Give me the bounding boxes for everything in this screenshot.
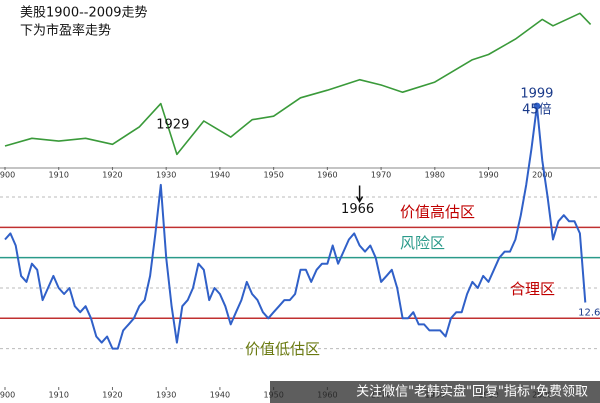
zone-label: 价值低估区 (245, 340, 320, 358)
x-tick-label: 1900 (0, 391, 15, 400)
series-line (4, 105, 587, 350)
x-tick-label: 1950 (263, 171, 283, 180)
x-tick-label: 1930 (156, 171, 176, 180)
x-tick-label: 2000 (532, 171, 552, 180)
chart-title: 美股1900--2009走势 (20, 5, 148, 21)
annotation: 1999 (520, 87, 553, 102)
watermark-band (270, 381, 600, 403)
annotation: 45倍 (522, 103, 552, 118)
x-tick-label: 1990 (478, 171, 498, 180)
watermark: 关注微信"老韩实盘"回复"指标"免费领取 (356, 384, 588, 400)
x-tick-label: 1970 (371, 171, 391, 180)
x-tick-label: 1940 (210, 391, 230, 400)
x-tick-label: 1920 (102, 391, 122, 400)
annotation: 1966 (341, 202, 374, 217)
chart-subtitle: 下为市盈率走势 (20, 23, 111, 39)
zone-label: 风险区 (400, 234, 445, 252)
x-tick-label: 1930 (156, 391, 176, 400)
zone-label: 合理区 (510, 280, 555, 298)
arrow (355, 185, 364, 203)
annotation: 1929 (156, 117, 189, 132)
x-tick-label: 1910 (49, 171, 69, 180)
x-tick-label: 1900 (0, 171, 15, 180)
annotation: 12.6 (578, 308, 600, 319)
zone-label: 价值高估区 (400, 203, 475, 221)
x-tick-label: 1980 (425, 171, 445, 180)
x-tick-label: 1960 (317, 171, 337, 180)
peak-marker (533, 102, 541, 110)
series-line (4, 12, 592, 156)
x-tick-label: 1910 (49, 391, 69, 400)
x-tick-label: 1920 (102, 171, 122, 180)
x-tick-label: 1940 (210, 171, 230, 180)
